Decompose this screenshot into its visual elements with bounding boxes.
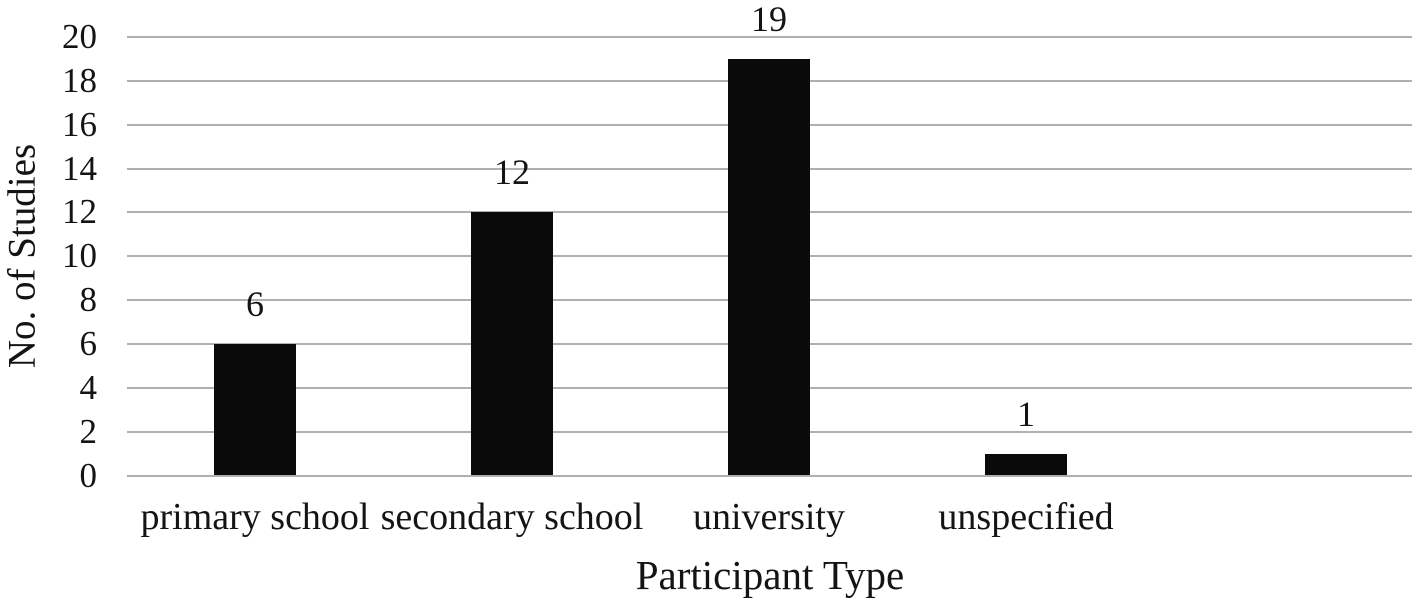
bar-university	[728, 58, 810, 476]
y-tick-label: 6	[79, 323, 98, 363]
x-axis-title: Participant Type	[635, 552, 905, 598]
y-tick-label: 8	[79, 280, 98, 320]
category-label-university: university	[693, 496, 845, 538]
gridline	[127, 474, 1412, 477]
y-tick-label: 0	[79, 455, 98, 495]
bar-unspecified	[985, 453, 1067, 476]
value-label-unspecified: 1	[1017, 393, 1035, 434]
category-label-primary-school: primary school	[140, 496, 370, 538]
gridline	[127, 36, 1412, 38]
y-tick-label: 4	[79, 367, 98, 407]
y-tick-label: 14	[62, 148, 97, 188]
category-label-unspecified: unspecified	[938, 496, 1114, 538]
y-tick-label: 10	[62, 236, 97, 276]
y-tick-label: 12	[62, 192, 97, 232]
y-tick-label: 2	[79, 411, 98, 451]
y-axis-title: No. of Studies	[0, 143, 44, 369]
bar-secondary-school	[471, 212, 553, 476]
y-tick-label: 16	[62, 104, 97, 144]
bar-primary-school	[214, 343, 296, 476]
value-label-secondary-school: 12	[494, 152, 530, 193]
category-label-secondary-school: secondary school	[380, 496, 644, 538]
value-label-university: 19	[751, 0, 787, 39]
value-label-primary-school: 6	[246, 283, 264, 324]
y-tick-label: 18	[62, 60, 97, 100]
y-tick-label: 20	[62, 17, 97, 56]
